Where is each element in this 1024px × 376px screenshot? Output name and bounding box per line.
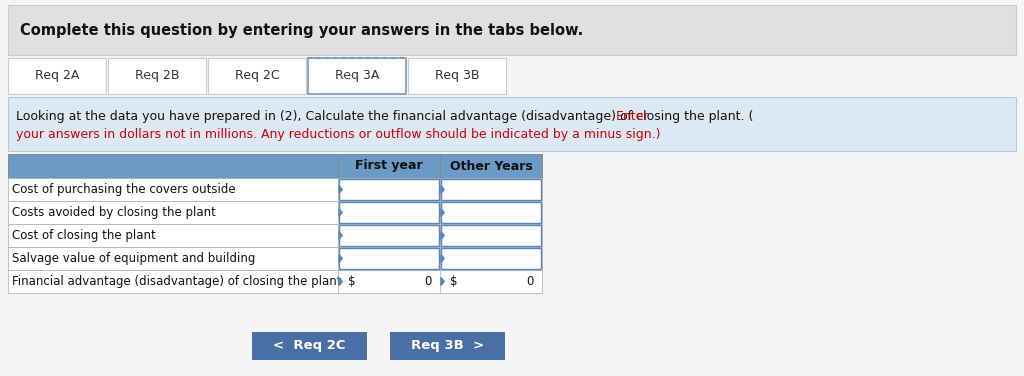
Text: Req 3B  >: Req 3B > (411, 340, 484, 353)
Bar (8, 178, 542, 201)
Bar (8, 224, 542, 247)
Polygon shape (441, 255, 444, 262)
Text: Req 2B: Req 2B (135, 70, 179, 82)
Text: First year: First year (355, 159, 423, 173)
Bar (208, 58, 306, 94)
Bar (339, 225, 439, 246)
Bar (441, 202, 541, 223)
Text: Cost of closing the plant: Cost of closing the plant (12, 229, 156, 242)
Text: Enter: Enter (615, 110, 649, 123)
Bar (8, 97, 1016, 151)
Text: $: $ (348, 275, 355, 288)
Bar (8, 5, 1016, 55)
Bar (8, 58, 106, 94)
Polygon shape (441, 185, 444, 194)
Polygon shape (339, 185, 342, 194)
Text: Costs avoided by closing the plant: Costs avoided by closing the plant (12, 206, 216, 219)
Bar (441, 225, 541, 246)
Bar (339, 179, 439, 200)
Bar (308, 58, 406, 94)
Bar (8, 154, 542, 178)
Polygon shape (339, 232, 342, 240)
Bar (339, 202, 439, 223)
Text: Req 3B: Req 3B (435, 70, 479, 82)
Bar (441, 179, 541, 200)
Polygon shape (441, 277, 444, 285)
Text: Complete this question by entering your answers in the tabs below.: Complete this question by entering your … (20, 23, 584, 38)
Bar (390, 332, 505, 360)
Text: Req 2A: Req 2A (35, 70, 79, 82)
Text: your answers in dollars not in millions. Any reductions or outflow should be ind: your answers in dollars not in millions.… (16, 128, 660, 141)
Text: Looking at the data you have prepared in (2), Calculate the financial advantage : Looking at the data you have prepared in… (16, 110, 754, 123)
Bar (252, 332, 367, 360)
Polygon shape (339, 209, 342, 217)
Bar (441, 248, 541, 269)
Bar (339, 248, 439, 269)
Text: <  Req 2C: < Req 2C (273, 340, 346, 353)
Polygon shape (339, 255, 342, 262)
Text: 0: 0 (526, 275, 534, 288)
Polygon shape (441, 209, 444, 217)
Bar (408, 58, 506, 94)
Text: $: $ (450, 275, 458, 288)
Polygon shape (339, 277, 342, 285)
Text: Financial advantage (disadvantage) of closing the plant: Financial advantage (disadvantage) of cl… (12, 275, 341, 288)
Polygon shape (441, 232, 444, 240)
Bar (8, 201, 542, 224)
Text: Cost of purchasing the covers outside: Cost of purchasing the covers outside (12, 183, 236, 196)
Text: Other Years: Other Years (450, 159, 532, 173)
Bar (8, 270, 542, 293)
Text: Req 3A: Req 3A (335, 70, 379, 82)
Bar (8, 247, 542, 270)
Bar (108, 58, 206, 94)
Text: 0: 0 (425, 275, 432, 288)
Text: Req 2C: Req 2C (234, 70, 280, 82)
Text: Salvage value of equipment and building: Salvage value of equipment and building (12, 252, 255, 265)
